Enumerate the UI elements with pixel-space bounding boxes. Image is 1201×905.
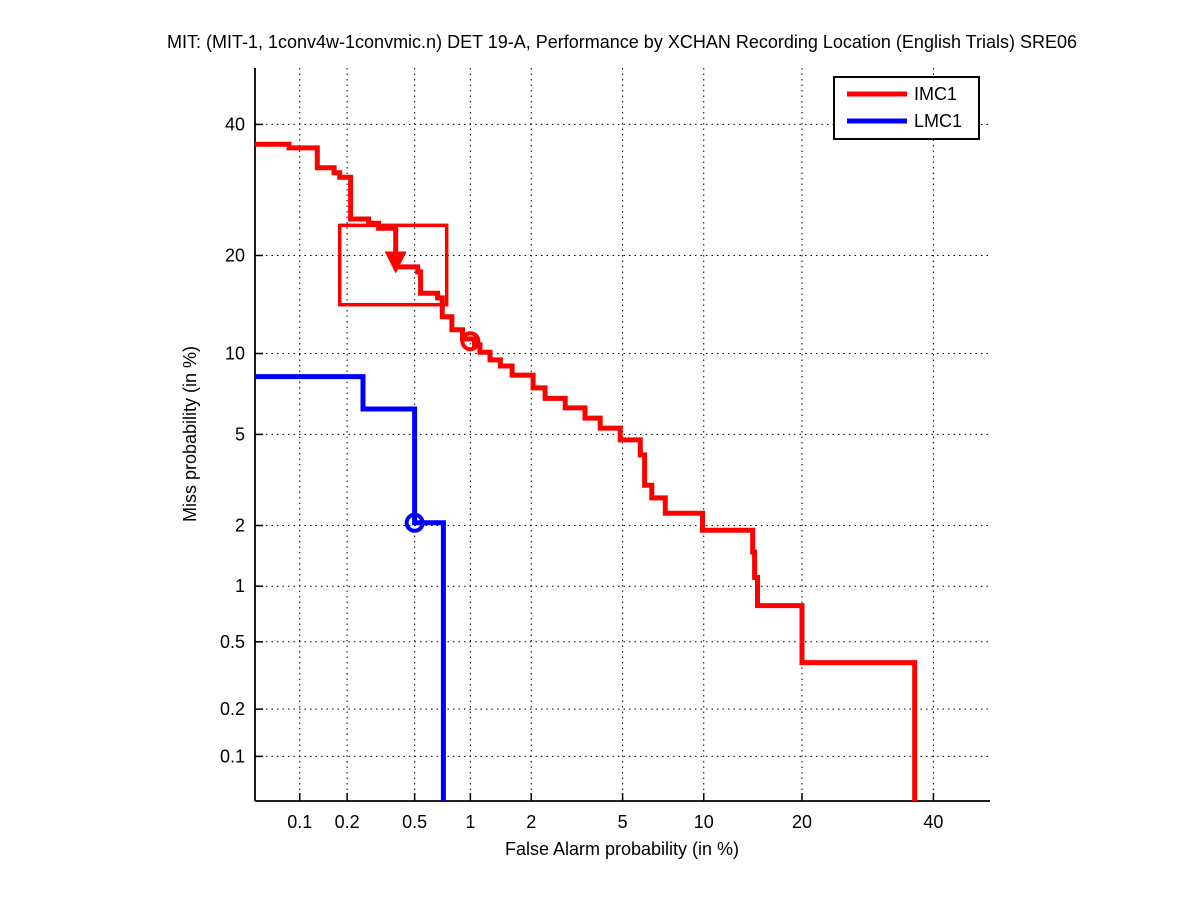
x-tick-label: 5 — [618, 812, 628, 832]
legend-box — [833, 76, 980, 140]
y-tick-label: 1 — [235, 576, 245, 596]
x-tick-label: 20 — [792, 812, 812, 832]
operating-point-circle-imc1 — [460, 331, 481, 352]
legend-label-imc1: IMC1 — [914, 84, 957, 104]
operating-point-circle-lmc1 — [404, 512, 425, 533]
arrow-head — [384, 251, 407, 274]
curve-layer — [255, 141, 918, 801]
x-tick-label: 40 — [923, 812, 943, 832]
x-tick-label: 2 — [526, 812, 536, 832]
grid-layer — [255, 68, 990, 801]
dcf-region-box — [337, 223, 449, 307]
legend: IMC1 LMC1 — [833, 76, 980, 140]
legend-label-lmc1: LMC1 — [914, 111, 962, 131]
y-tick-label: 10 — [225, 343, 245, 363]
annotation-layer — [337, 223, 481, 533]
x-tick-label: 0.5 — [402, 812, 427, 832]
min-dcf-arrow-marker — [384, 229, 407, 274]
y-tick-label: 40 — [225, 114, 245, 134]
y-tick-label: 2 — [235, 515, 245, 535]
y-tick-label: 5 — [235, 424, 245, 444]
x-tick-label: 1 — [465, 812, 475, 832]
y-tick-label: 20 — [225, 245, 245, 265]
x-axis-label: False Alarm probability (in %) — [505, 839, 739, 859]
x-tick-label: 0.1 — [287, 812, 312, 832]
y-tick-label: 0.1 — [220, 746, 245, 766]
det-curve-imc1 — [255, 141, 918, 801]
y-tick-label: 0.2 — [220, 699, 245, 719]
y-axis-label: Miss probability (in %) — [180, 346, 200, 522]
axis-layer: 0.1 0.2 0.5 1 2 5 10 20 40 0.1 0.2 0.5 1 2 5 10 20 40 — [220, 68, 990, 832]
x-tick-label: 10 — [694, 812, 714, 832]
det-curve-lmc1 — [255, 374, 446, 801]
y-tick-label: 0.5 — [220, 632, 245, 652]
x-tick-label: 0.2 — [335, 812, 360, 832]
chart-title: MIT: (MIT-1, 1conv4w-1convmic.n) DET 19-… — [167, 32, 1077, 52]
